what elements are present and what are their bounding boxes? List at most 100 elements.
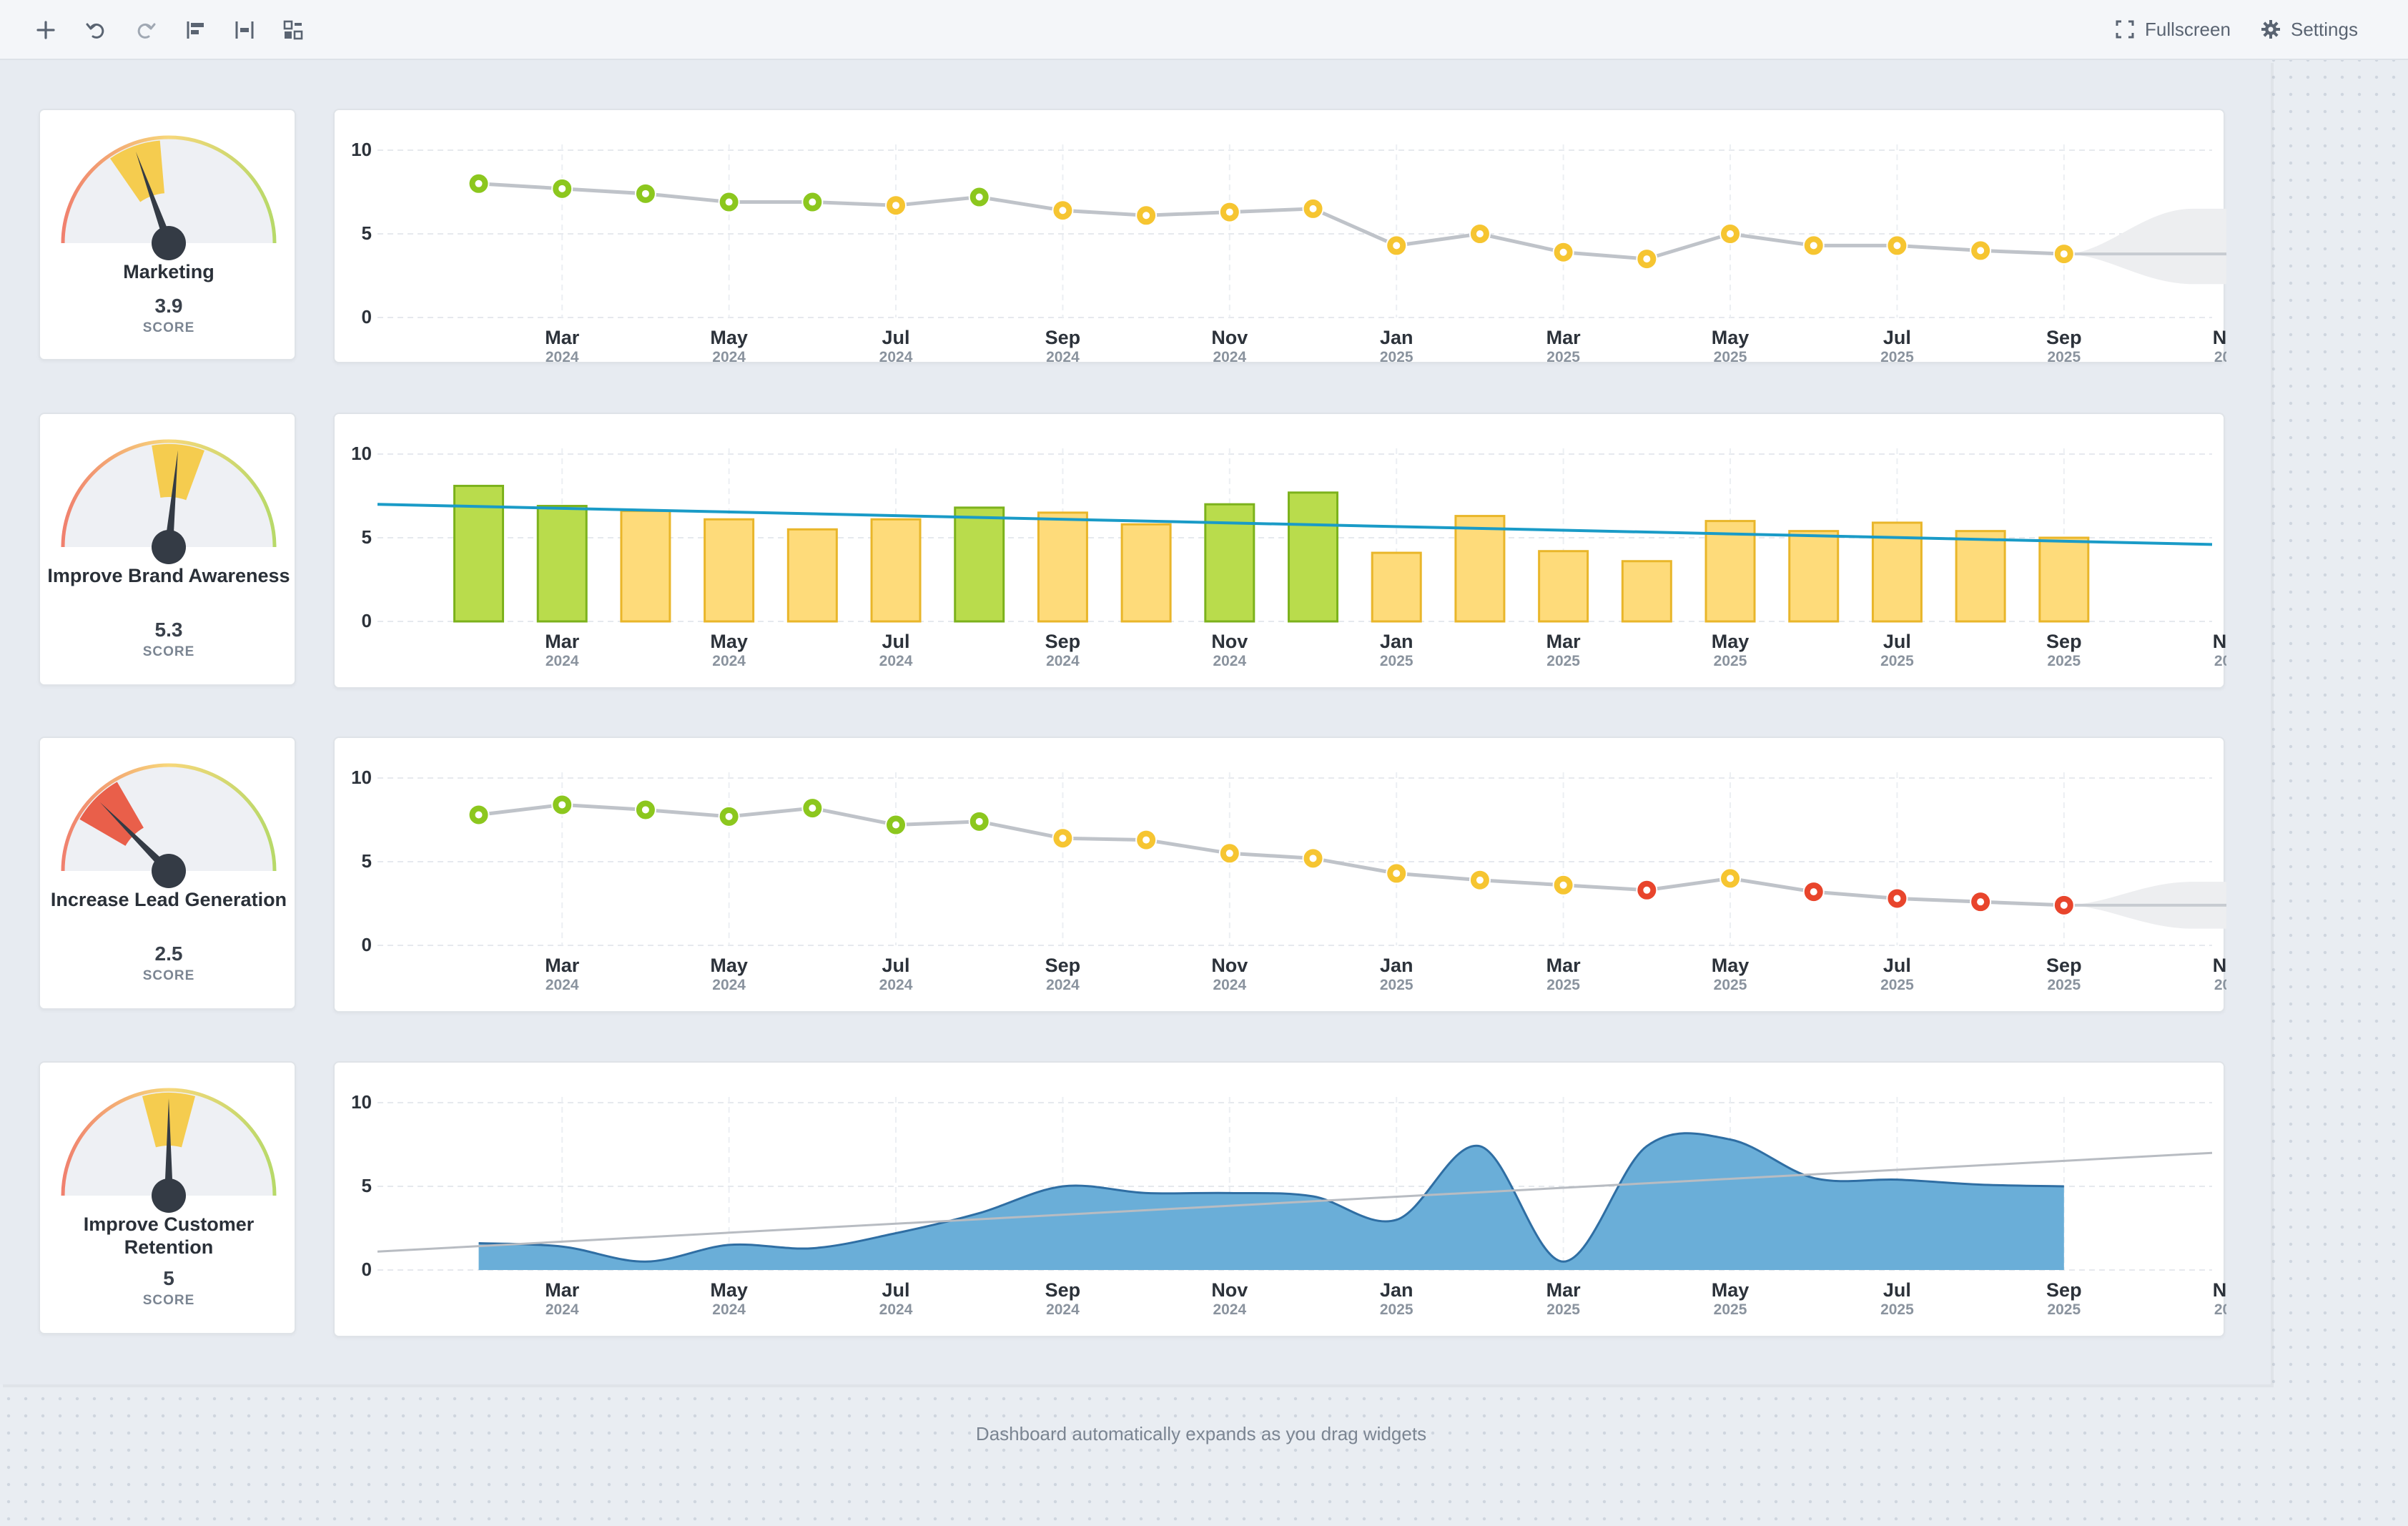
x-tick-year: 2024 bbox=[546, 653, 579, 669]
gauge-rim bbox=[61, 135, 277, 244]
layout-icon[interactable] bbox=[275, 11, 312, 49]
y-tick-label: 10 bbox=[351, 1091, 372, 1113]
x-tick-month: Nov bbox=[1211, 327, 1248, 348]
y-tick-label: 0 bbox=[362, 1259, 372, 1280]
gauge-card-marketing[interactable]: Marketing 3.9 SCORE bbox=[39, 109, 296, 360]
data-point-center bbox=[1476, 230, 1484, 237]
data-point-center bbox=[1393, 242, 1401, 250]
x-tick-year: 2025 bbox=[1546, 1301, 1580, 1318]
x-tick-year: 2025 bbox=[1380, 1301, 1413, 1318]
x-tick-year: 2024 bbox=[546, 349, 579, 365]
align-left-icon[interactable] bbox=[177, 11, 214, 49]
bar bbox=[1120, 523, 1172, 623]
marketing-line-chart: 0510Mar2024May2024Jul2024Sep2024Nov2024J… bbox=[351, 139, 2226, 365]
x-tick-month: Mar bbox=[1546, 631, 1582, 652]
x-tick-year: 2024 bbox=[879, 1301, 913, 1318]
x-tick-year: 2025 bbox=[1380, 977, 1413, 993]
x-tick-month: Jul bbox=[1883, 631, 1911, 652]
gauge-card-customer-retention[interactable]: Improve Customer Retention 5 SCORE bbox=[39, 1061, 296, 1334]
data-point-center bbox=[725, 812, 733, 820]
x-tick-month: May bbox=[1712, 955, 1750, 976]
x-tick-month: Jul bbox=[1883, 327, 1911, 348]
gauge-title: Increase Lead Generation bbox=[50, 889, 287, 910]
data-point-center bbox=[1643, 886, 1651, 894]
x-tick-year: 2024 bbox=[1046, 1301, 1080, 1318]
x-tick-year: 2025 bbox=[2047, 1301, 2081, 1318]
data-point-center bbox=[975, 817, 983, 825]
series-line bbox=[478, 802, 2064, 907]
x-tick-month: May bbox=[1712, 1279, 1750, 1301]
x-tick-year: 2024 bbox=[712, 653, 746, 669]
x-tick-month: May bbox=[1712, 327, 1750, 348]
x-tick-month: May bbox=[710, 1279, 748, 1301]
gauge-title: Marketing bbox=[123, 261, 214, 282]
fullscreen-icon bbox=[2116, 20, 2134, 39]
x-tick-month: May bbox=[1712, 631, 1750, 652]
data-point-center bbox=[641, 189, 649, 197]
chart-card-brand-awareness[interactable]: 0 5 10 Mar 2024 May 2024 Jul 2024 Sep 2024 Nov 2024 J… bbox=[333, 413, 2226, 689]
x-tick-month: Mar bbox=[545, 327, 580, 348]
x-tick-month: Jul bbox=[882, 955, 910, 976]
data-point-center bbox=[975, 193, 983, 201]
data-point-center bbox=[1810, 888, 1817, 896]
x-tick-year: 2025 bbox=[1380, 653, 1413, 669]
score-gauge bbox=[61, 763, 277, 888]
fullscreen-label: Fullscreen bbox=[2145, 18, 2231, 40]
data-point-center bbox=[1225, 208, 1233, 216]
redo-icon[interactable] bbox=[127, 11, 164, 49]
chart-card-customer-retention[interactable]: 0 5 10 Mar 2024 May 2024 Jul 2024 Sep 2024 Nov 2024 J… bbox=[333, 1061, 2226, 1337]
data-point-center bbox=[1143, 212, 1150, 220]
trend-line bbox=[377, 503, 2213, 546]
y-tick-label: 5 bbox=[362, 526, 372, 548]
x-tick-year: 2024 bbox=[1213, 349, 1246, 365]
gauge-hub bbox=[152, 1178, 186, 1213]
undo-icon[interactable] bbox=[77, 11, 114, 49]
y-tick-label: 0 bbox=[362, 610, 372, 631]
x-tick-month: Mar bbox=[545, 631, 580, 652]
settings-button[interactable]: Settings bbox=[2261, 10, 2358, 49]
gauge-rim bbox=[61, 439, 277, 548]
data-point-center bbox=[2060, 250, 2068, 258]
x-tick-year: 2025 bbox=[2047, 653, 2081, 669]
data-point-center bbox=[1977, 898, 1985, 906]
x-tick-year: 2024 bbox=[712, 349, 746, 365]
data-point-center bbox=[1059, 207, 1067, 215]
gauge-needle bbox=[164, 450, 178, 548]
data-point-center bbox=[1309, 205, 1317, 212]
chart-card-marketing[interactable]: 0 5 10 Mar 2024 May 2024 Jul 2024 Sep 2024 Nov 2024 J… bbox=[333, 109, 2226, 365]
data-point-center bbox=[1727, 230, 1735, 237]
distribute-icon[interactable] bbox=[226, 11, 263, 49]
x-tick-year: 2025 bbox=[1714, 349, 1747, 365]
gauge-card-brand-awareness[interactable]: Improve Brand Awareness 5.3 SCORE bbox=[39, 413, 296, 686]
x-tick-month: Jan bbox=[1380, 955, 1413, 976]
x-tick-year: 2024 bbox=[1046, 653, 1080, 669]
x-tick-month: Nov bbox=[1211, 1279, 1248, 1301]
x-tick-year: 2024 bbox=[712, 1301, 746, 1318]
y-tick-label: 5 bbox=[362, 850, 372, 872]
x-tick-year: 2025 bbox=[1880, 349, 1914, 365]
gauge-rim bbox=[61, 763, 277, 872]
gauge-needle bbox=[135, 152, 173, 245]
x-tick-year: 2024 bbox=[1046, 349, 1080, 365]
data-point-center bbox=[1810, 242, 1817, 250]
x-tick-year: 2024 bbox=[546, 1301, 579, 1318]
data-point-center bbox=[892, 202, 900, 210]
chart-card-lead-generation[interactable]: 0 5 10 Mar 2024 May 2024 Jul 2024 Sep 2024 Nov 2024 J… bbox=[333, 737, 2226, 1013]
y-tick-label: 0 bbox=[362, 934, 372, 955]
gauge-card-lead-generation[interactable]: Increase Lead Generation 2.5 SCORE bbox=[39, 737, 296, 1010]
x-tick-year: 2025 bbox=[1880, 653, 1914, 669]
fullscreen-button[interactable]: Fullscreen bbox=[2115, 10, 2231, 49]
x-tick-month: Mar bbox=[1546, 1279, 1582, 1301]
x-tick-month: Sep bbox=[2046, 327, 2082, 348]
gauge-title: Improve Brand Awareness bbox=[47, 565, 290, 586]
customer-retention-area-chart: 0510Mar2024May2024Jul2024Sep2024Nov2024J… bbox=[351, 1091, 2226, 1318]
plus-icon[interactable] bbox=[27, 11, 64, 49]
x-tick-year: 2024 bbox=[1213, 1301, 1246, 1318]
gauge-hub bbox=[152, 226, 186, 260]
data-point-center bbox=[809, 198, 816, 206]
x-tick-month: Sep bbox=[2046, 631, 2082, 652]
x-tick-month: Nov bbox=[2213, 327, 2226, 348]
data-point-center bbox=[1893, 895, 1901, 902]
score-gauge bbox=[61, 439, 277, 564]
data-point-center bbox=[809, 804, 816, 812]
